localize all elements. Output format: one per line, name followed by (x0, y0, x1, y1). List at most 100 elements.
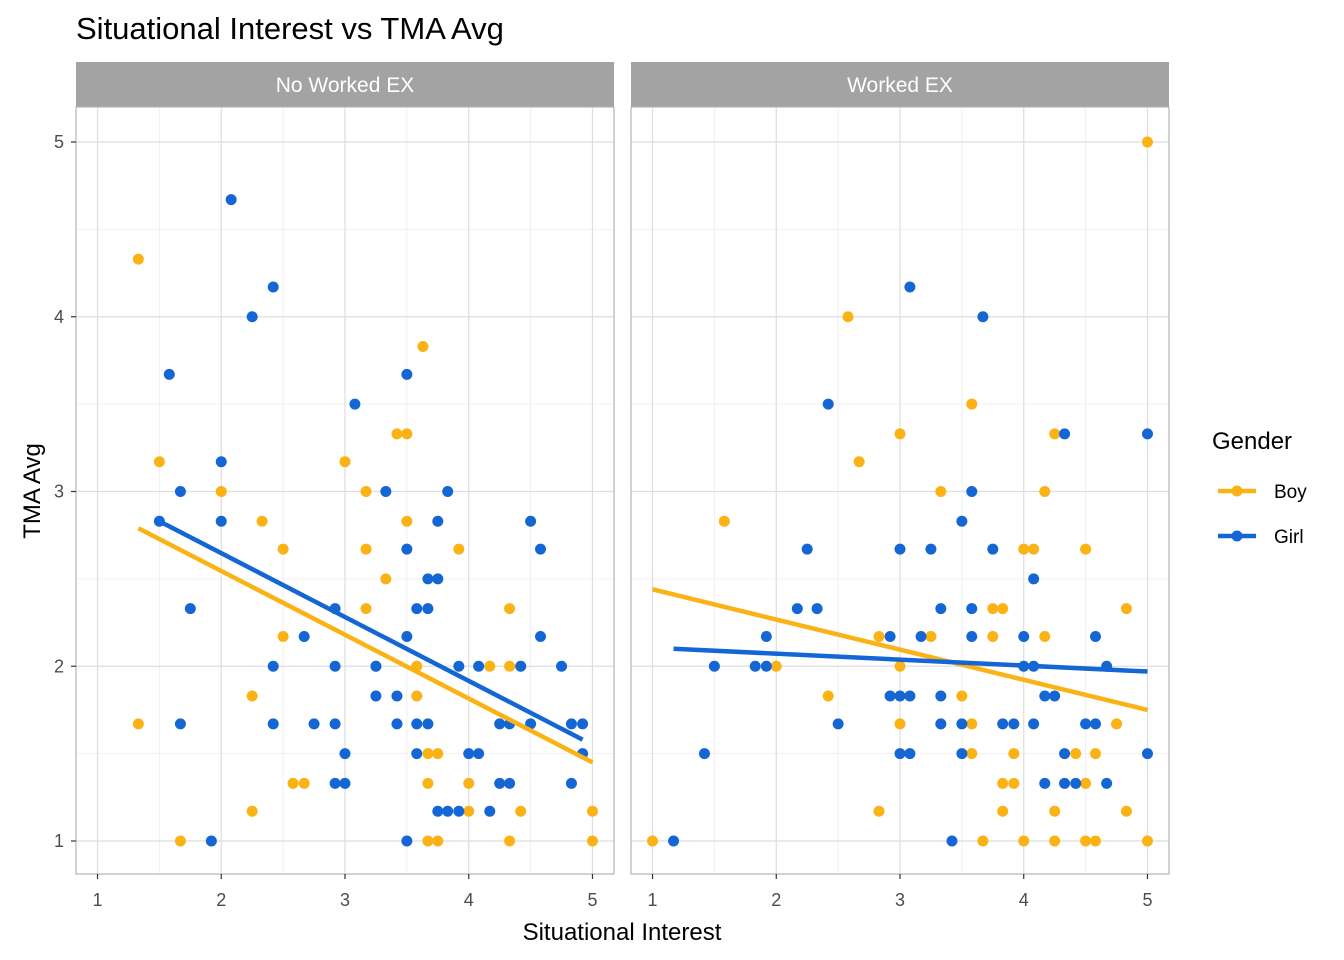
data-point (463, 777, 475, 789)
data-point (401, 428, 413, 440)
data-point (873, 805, 885, 817)
data-point (422, 777, 434, 789)
data-point (894, 690, 906, 702)
data-point (822, 398, 834, 410)
data-point (391, 718, 403, 730)
fit-line-girl (158, 519, 584, 742)
data-point (1111, 718, 1123, 730)
data-point (473, 660, 485, 672)
data-point (1059, 428, 1071, 440)
data-point (997, 718, 1009, 730)
data-point (1049, 428, 1061, 440)
data-point (1090, 835, 1102, 847)
data-point (1008, 777, 1020, 789)
facet-strip-label: Worked EX (847, 74, 953, 97)
data-point (1070, 748, 1082, 760)
data-point (966, 631, 978, 643)
panels: No Worked EX Worked EX (75, 62, 1170, 875)
series-boy (647, 136, 1153, 847)
data-point (463, 805, 475, 817)
legend-label: Girl (1274, 527, 1304, 548)
data-point (832, 718, 844, 730)
data-point (401, 515, 413, 527)
data-point (287, 777, 299, 789)
data-point (535, 543, 547, 555)
data-point (977, 835, 989, 847)
x-axis: 1 2 3 4 5 1 2 3 4 5 (93, 874, 1152, 910)
data-point (360, 486, 372, 497)
x-tick-label: 4 (1019, 890, 1029, 910)
data-point (494, 718, 506, 730)
data-point (956, 690, 968, 702)
data-point (956, 718, 968, 730)
data-point (391, 690, 403, 702)
data-point (1080, 835, 1092, 847)
data-point (225, 194, 237, 206)
data-point (184, 603, 196, 615)
data-point (411, 718, 423, 730)
data-point (525, 515, 537, 527)
data-point (708, 660, 720, 672)
data-point (432, 835, 444, 847)
data-point (370, 660, 382, 672)
data-point (380, 573, 392, 585)
data-point (442, 805, 454, 817)
data-point (1049, 835, 1061, 847)
data-point (760, 660, 772, 672)
data-point (935, 486, 947, 497)
data-point (1039, 631, 1051, 643)
data-point (153, 456, 165, 468)
data-point (770, 660, 782, 672)
data-point (422, 603, 434, 615)
data-point (453, 660, 465, 672)
data-point (401, 543, 413, 555)
y-axis-title: TMA Avg (19, 443, 46, 539)
data-point (884, 690, 896, 702)
data-point (329, 660, 341, 672)
data-point (565, 718, 577, 730)
data-point (811, 603, 823, 615)
data-point (1090, 631, 1102, 643)
data-point (1028, 543, 1040, 555)
data-point (277, 543, 289, 555)
data-point (894, 660, 906, 672)
data-point (966, 748, 978, 760)
series-girl (153, 194, 589, 847)
data-point (360, 603, 372, 615)
data-point (174, 835, 186, 847)
data-point (453, 805, 465, 817)
data-point (329, 718, 341, 730)
data-point (432, 573, 444, 585)
x-tick-label: 3 (895, 890, 905, 910)
data-point (997, 603, 1009, 615)
data-point (987, 631, 999, 643)
data-point (504, 660, 516, 672)
data-point (422, 573, 434, 585)
data-point (1008, 718, 1020, 730)
data-point (586, 805, 598, 817)
data-point (339, 748, 351, 760)
data-point (360, 543, 372, 555)
data-point (1080, 718, 1092, 730)
data-point (894, 543, 906, 555)
data-point (935, 718, 947, 730)
chart-title: Situational Interest vs TMA Avg (76, 11, 504, 46)
data-point (132, 718, 144, 730)
fit-line-boy (137, 526, 594, 765)
data-point (904, 281, 916, 293)
data-point (1039, 777, 1051, 789)
data-point (432, 748, 444, 760)
data-point (894, 428, 906, 440)
data-point (1018, 631, 1030, 643)
y-tick-label: 2 (54, 656, 64, 676)
legend-title: Gender (1212, 428, 1292, 455)
data-point (174, 486, 186, 497)
data-point (205, 835, 217, 847)
data-point (215, 515, 227, 527)
data-point (432, 805, 444, 817)
data-point (422, 718, 434, 730)
data-point (1141, 835, 1153, 847)
data-point (925, 543, 937, 555)
data-point (894, 718, 906, 730)
data-point (791, 603, 803, 615)
